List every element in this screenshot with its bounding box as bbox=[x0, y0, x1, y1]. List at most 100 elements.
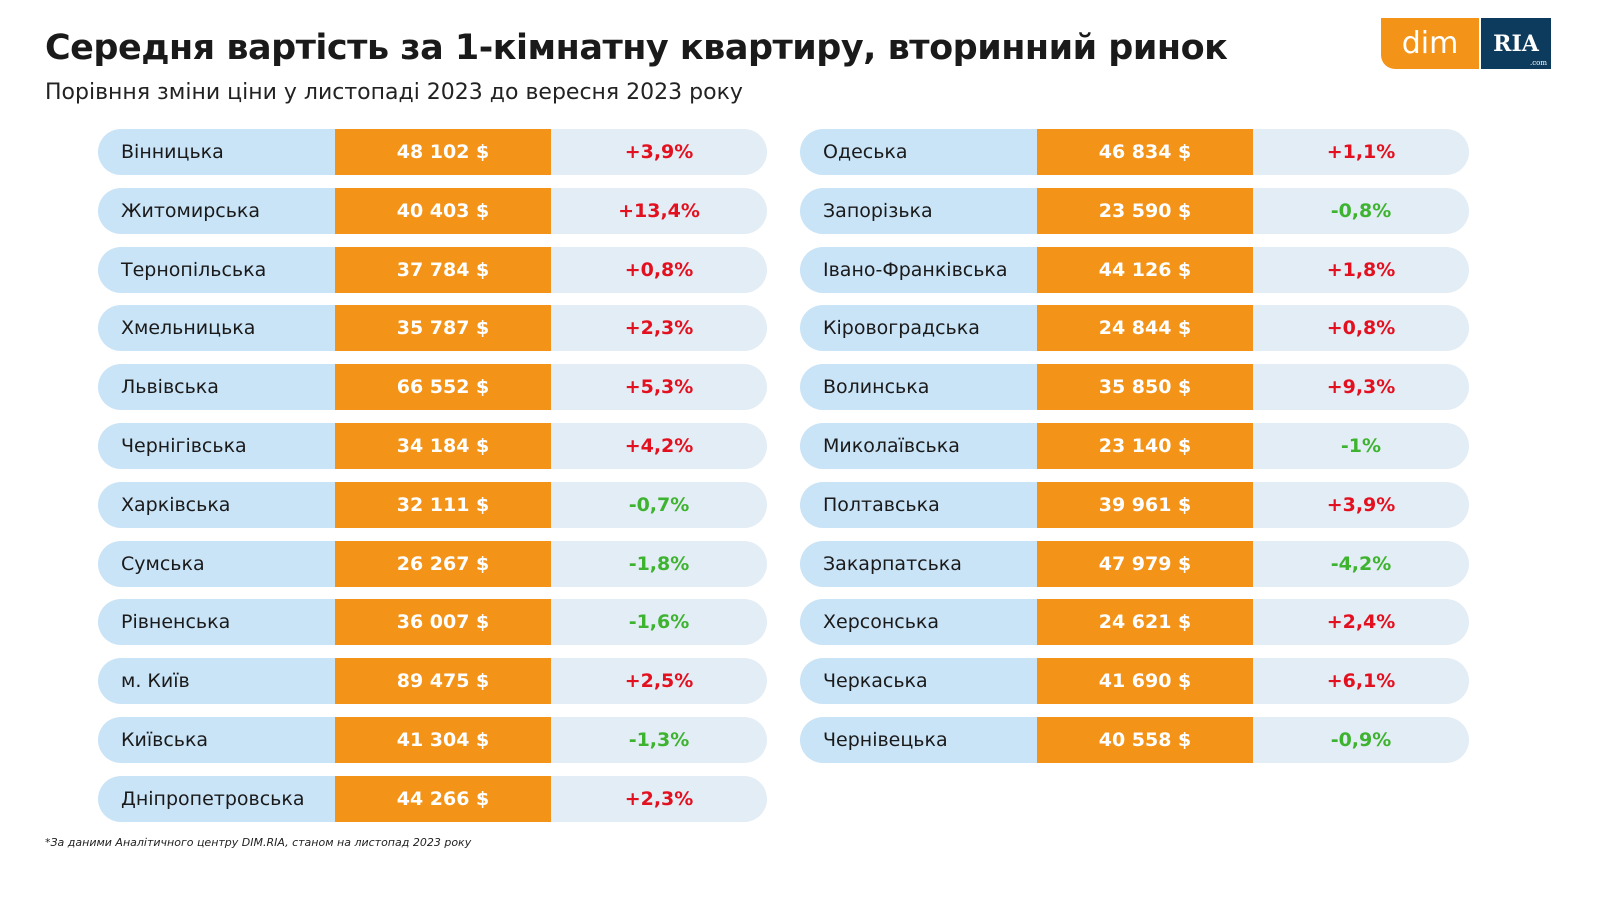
logo-ria-text: RIA bbox=[1493, 30, 1539, 57]
table-row: Волинська 35 850 $ +9,3% bbox=[800, 364, 1469, 411]
region-cell: Чернівецька bbox=[800, 716, 1037, 763]
change-cell: -1,6% bbox=[551, 599, 767, 646]
price-cell: 44 266 $ bbox=[335, 775, 551, 822]
change-cell: +0,8% bbox=[1253, 305, 1469, 352]
table-row: Вінницька 48 102 $ +3,9% bbox=[98, 129, 767, 175]
table-row: Житомирська 40 403 $ +13,4% bbox=[98, 187, 767, 234]
region-cell: Полтавська bbox=[800, 481, 1037, 528]
region-cell: Хмельницька bbox=[98, 305, 335, 352]
price-cell: 46 834 $ bbox=[1037, 129, 1253, 175]
region-cell: Рівненська bbox=[98, 599, 335, 646]
table-row: Запорізька 23 590 $ -0,8% bbox=[800, 187, 1469, 234]
price-cell: 36 007 $ bbox=[335, 599, 551, 646]
table-row: Миколаївська 23 140 $ -1% bbox=[800, 422, 1469, 469]
price-cell: 35 850 $ bbox=[1037, 364, 1253, 411]
region-cell: Волинська bbox=[800, 364, 1037, 411]
table-row: Чернігівська 34 184 $ +4,2% bbox=[98, 422, 767, 469]
table-row: Чернівецька 40 558 $ -0,9% bbox=[800, 716, 1469, 763]
region-cell: Тернопільська bbox=[98, 246, 335, 293]
region-cell: Львівська bbox=[98, 364, 335, 411]
logo-dim: dim bbox=[1381, 18, 1479, 69]
change-cell: -0,7% bbox=[551, 481, 767, 528]
change-cell: -0,9% bbox=[1253, 716, 1469, 763]
page-title: Середня вартість за 1-кімнатну квартиру,… bbox=[45, 28, 1228, 68]
table-row: Черкаська 41 690 $ +6,1% bbox=[800, 658, 1469, 705]
region-cell: м. Київ bbox=[98, 658, 335, 705]
price-cell: 23 590 $ bbox=[1037, 187, 1253, 234]
region-cell: Київська bbox=[98, 716, 335, 763]
change-cell: +2,4% bbox=[1253, 599, 1469, 646]
price-cell: 89 475 $ bbox=[335, 658, 551, 705]
region-cell: Закарпатська bbox=[800, 540, 1037, 587]
change-cell: +1,1% bbox=[1253, 129, 1469, 175]
change-cell: -1,8% bbox=[551, 540, 767, 587]
table-left-column: Вінницька 48 102 $ +3,9% Житомирська 40 403 … bbox=[98, 129, 767, 835]
change-cell: +4,2% bbox=[551, 422, 767, 469]
table-row: Київська 41 304 $ -1,3% bbox=[98, 716, 767, 763]
region-cell: Одеська bbox=[800, 129, 1037, 175]
price-cell: 41 690 $ bbox=[1037, 658, 1253, 705]
dimria-logo: dim RIA .com bbox=[1381, 18, 1551, 69]
price-cell: 40 403 $ bbox=[335, 187, 551, 234]
change-cell: +2,5% bbox=[551, 658, 767, 705]
region-cell: Сумська bbox=[98, 540, 335, 587]
price-cell: 39 961 $ bbox=[1037, 481, 1253, 528]
table-row: Дніпропетровська 44 266 $ +2,3% bbox=[98, 775, 767, 822]
region-cell: Дніпропетровська bbox=[98, 775, 335, 822]
change-cell: +2,3% bbox=[551, 305, 767, 352]
change-cell: +3,9% bbox=[1253, 481, 1469, 528]
region-cell: Вінницька bbox=[98, 129, 335, 175]
price-cell: 41 304 $ bbox=[335, 716, 551, 763]
region-cell: Миколаївська bbox=[800, 422, 1037, 469]
table-row: Одеська 46 834 $ +1,1% bbox=[800, 129, 1469, 175]
footnote: *За даними Аналітичного центру DIM.RIA, … bbox=[45, 836, 472, 849]
table-row: Тернопільська 37 784 $ +0,8% bbox=[98, 246, 767, 293]
change-cell: +3,9% bbox=[551, 129, 767, 175]
change-cell: +2,3% bbox=[551, 775, 767, 822]
change-cell: +9,3% bbox=[1253, 364, 1469, 411]
region-cell: Кіровоградська bbox=[800, 305, 1037, 352]
table-row: Рівненська 36 007 $ -1,6% bbox=[98, 599, 767, 646]
price-cell: 66 552 $ bbox=[335, 364, 551, 411]
change-cell: -1% bbox=[1253, 422, 1469, 469]
page-subtitle: Порівння зміни ціни у листопаді 2023 до … bbox=[45, 80, 743, 105]
table-row: Львівська 66 552 $ +5,3% bbox=[98, 364, 767, 411]
change-cell: +5,3% bbox=[551, 364, 767, 411]
table-row: Харківська 32 111 $ -0,7% bbox=[98, 481, 767, 528]
change-cell: -1,3% bbox=[551, 716, 767, 763]
region-cell: Запорізька bbox=[800, 187, 1037, 234]
change-cell: +13,4% bbox=[551, 187, 767, 234]
region-cell: Черкаська bbox=[800, 658, 1037, 705]
price-cell: 47 979 $ bbox=[1037, 540, 1253, 587]
change-cell: -4,2% bbox=[1253, 540, 1469, 587]
region-cell: Чернігівська bbox=[98, 422, 335, 469]
change-cell: +6,1% bbox=[1253, 658, 1469, 705]
table-row: Івано-Франківська 44 126 $ +1,8% bbox=[800, 246, 1469, 293]
price-cell: 37 784 $ bbox=[335, 246, 551, 293]
table-row: Закарпатська 47 979 $ -4,2% bbox=[800, 540, 1469, 587]
table-row: Хмельницька 35 787 $ +2,3% bbox=[98, 305, 767, 352]
price-cell: 26 267 $ bbox=[335, 540, 551, 587]
price-cell: 24 844 $ bbox=[1037, 305, 1253, 352]
region-cell: Житомирська bbox=[98, 187, 335, 234]
change-cell: +0,8% bbox=[551, 246, 767, 293]
price-cell: 32 111 $ bbox=[335, 481, 551, 528]
table-row: м. Київ 89 475 $ +2,5% bbox=[98, 658, 767, 705]
price-cell: 23 140 $ bbox=[1037, 422, 1253, 469]
price-cell: 40 558 $ bbox=[1037, 716, 1253, 763]
logo-ria: RIA .com bbox=[1481, 18, 1551, 69]
price-cell: 34 184 $ bbox=[335, 422, 551, 469]
region-cell: Харківська bbox=[98, 481, 335, 528]
change-cell: +1,8% bbox=[1253, 246, 1469, 293]
region-cell: Херсонська bbox=[800, 599, 1037, 646]
change-cell: -0,8% bbox=[1253, 187, 1469, 234]
table-row: Полтавська 39 961 $ +3,9% bbox=[800, 481, 1469, 528]
region-cell: Івано-Франківська bbox=[800, 246, 1037, 293]
price-cell: 48 102 $ bbox=[335, 129, 551, 175]
table-row: Сумська 26 267 $ -1,8% bbox=[98, 540, 767, 587]
table-right-column: Одеська 46 834 $ +1,1% Запорізька 23 590 $ -0… bbox=[800, 129, 1469, 776]
table-row: Херсонська 24 621 $ +2,4% bbox=[800, 599, 1469, 646]
price-cell: 24 621 $ bbox=[1037, 599, 1253, 646]
logo-com: .com bbox=[1530, 59, 1547, 67]
table-row: Кіровоградська 24 844 $ +0,8% bbox=[800, 305, 1469, 352]
